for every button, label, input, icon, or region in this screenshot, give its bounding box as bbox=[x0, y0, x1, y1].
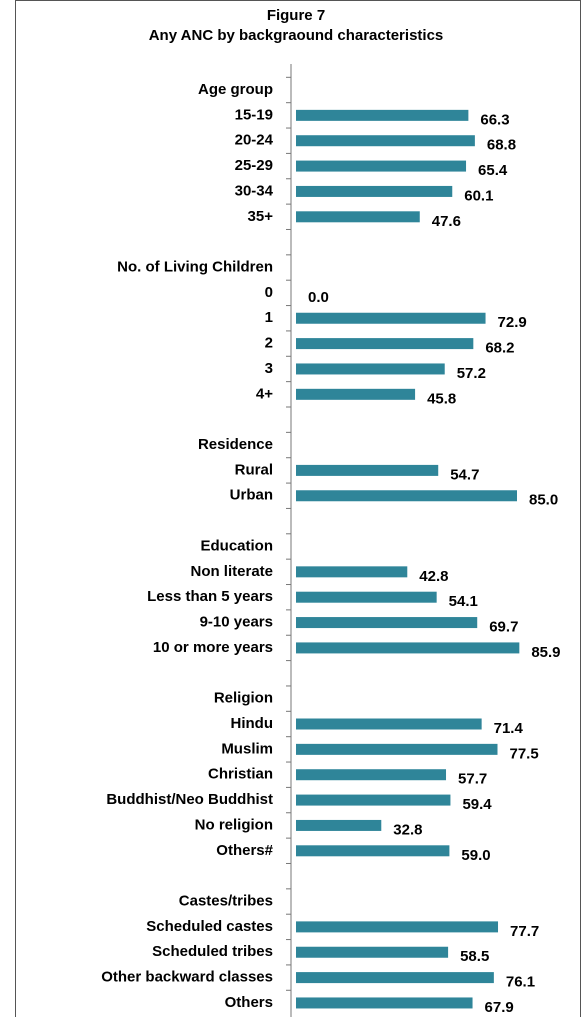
bar bbox=[296, 363, 445, 375]
value-label: 85.0 bbox=[529, 492, 558, 509]
category-label: Scheduled castes bbox=[146, 918, 273, 935]
bar bbox=[296, 642, 520, 654]
bar bbox=[296, 819, 382, 831]
category-label: No. of Living Children bbox=[117, 258, 273, 275]
category-label: 10 or more years bbox=[153, 639, 273, 656]
value-label: 45.8 bbox=[427, 390, 456, 407]
bar bbox=[296, 109, 469, 121]
value-label: 65.4 bbox=[478, 162, 508, 179]
category-label: Education bbox=[200, 537, 273, 554]
bar bbox=[296, 617, 478, 629]
bar bbox=[296, 743, 498, 755]
bar bbox=[296, 211, 420, 223]
bar bbox=[296, 972, 494, 984]
category-label: No religion bbox=[195, 816, 273, 833]
bar bbox=[296, 135, 475, 147]
value-label: 71.4 bbox=[494, 720, 524, 737]
value-label: 67.9 bbox=[485, 999, 514, 1016]
bar bbox=[296, 160, 467, 172]
value-label: 85.9 bbox=[531, 644, 560, 661]
category-label: Less than 5 years bbox=[147, 588, 273, 605]
category-label: Scheduled tribes bbox=[152, 943, 273, 960]
category-label: Muslim bbox=[221, 740, 273, 757]
value-label: 68.8 bbox=[487, 137, 516, 154]
value-label: 0.0 bbox=[308, 289, 329, 306]
category-label: Residence bbox=[198, 436, 273, 453]
bar bbox=[296, 464, 439, 476]
category-label: Buddhist/Neo Buddhist bbox=[106, 791, 273, 808]
category-label: Age group bbox=[198, 81, 273, 98]
bar bbox=[296, 769, 447, 781]
category-label: Hindu bbox=[231, 715, 274, 732]
bar bbox=[296, 566, 408, 578]
category-label: Other backward classes bbox=[101, 969, 273, 986]
value-label: 54.1 bbox=[449, 593, 478, 610]
bar bbox=[296, 338, 474, 350]
bar bbox=[296, 921, 499, 933]
category-label: Castes/tribes bbox=[179, 892, 273, 909]
value-label: 66.3 bbox=[480, 111, 509, 128]
category-label: 15-19 bbox=[235, 106, 273, 123]
category-label: 9-10 years bbox=[200, 614, 273, 631]
bar bbox=[296, 997, 473, 1009]
chart-subtitle: Any ANC by backgraound characteristics bbox=[149, 27, 444, 44]
value-label: 42.8 bbox=[419, 568, 448, 585]
bar bbox=[296, 185, 453, 197]
category-label: Urban bbox=[230, 487, 273, 504]
category-label: 4+ bbox=[256, 385, 273, 402]
value-label: 68.2 bbox=[485, 340, 514, 357]
bar bbox=[296, 946, 449, 958]
value-label: 76.1 bbox=[506, 974, 535, 991]
value-label: 54.7 bbox=[450, 466, 479, 483]
value-label: 32.8 bbox=[393, 821, 422, 838]
value-label: 77.7 bbox=[510, 923, 539, 940]
bar bbox=[296, 591, 437, 603]
bar bbox=[296, 718, 482, 730]
bar bbox=[296, 490, 517, 502]
category-label: 30-34 bbox=[235, 182, 274, 199]
value-label: 57.2 bbox=[457, 365, 486, 382]
value-label: 59.4 bbox=[462, 796, 492, 813]
category-label: 25-29 bbox=[235, 157, 273, 174]
value-label: 69.7 bbox=[489, 619, 518, 636]
category-label: Others bbox=[225, 994, 273, 1011]
bar bbox=[296, 845, 450, 857]
value-label: 59.0 bbox=[461, 847, 490, 864]
value-label: 58.5 bbox=[460, 948, 489, 965]
frame bbox=[15, 0, 581, 1017]
bar bbox=[296, 312, 486, 324]
bar bbox=[296, 794, 451, 806]
value-label: 60.1 bbox=[464, 187, 493, 204]
chart-title: Figure 7 bbox=[267, 7, 325, 24]
value-label: 47.6 bbox=[432, 213, 461, 230]
category-label: 20-24 bbox=[235, 132, 274, 149]
category-label: 2 bbox=[265, 335, 273, 352]
value-label: 57.7 bbox=[458, 771, 487, 788]
category-label: 0 bbox=[265, 284, 273, 301]
value-label: 77.5 bbox=[510, 745, 539, 762]
bar bbox=[296, 388, 416, 400]
category-label: Others# bbox=[216, 842, 273, 859]
category-label: 1 bbox=[265, 309, 273, 326]
category-label: Rural bbox=[235, 461, 273, 478]
value-label: 72.9 bbox=[498, 314, 527, 331]
category-label: 3 bbox=[265, 360, 273, 377]
category-label: Religion bbox=[214, 690, 273, 707]
category-label: 35+ bbox=[248, 208, 274, 225]
category-label: Christian bbox=[208, 766, 273, 783]
category-label: Non literate bbox=[190, 563, 273, 580]
